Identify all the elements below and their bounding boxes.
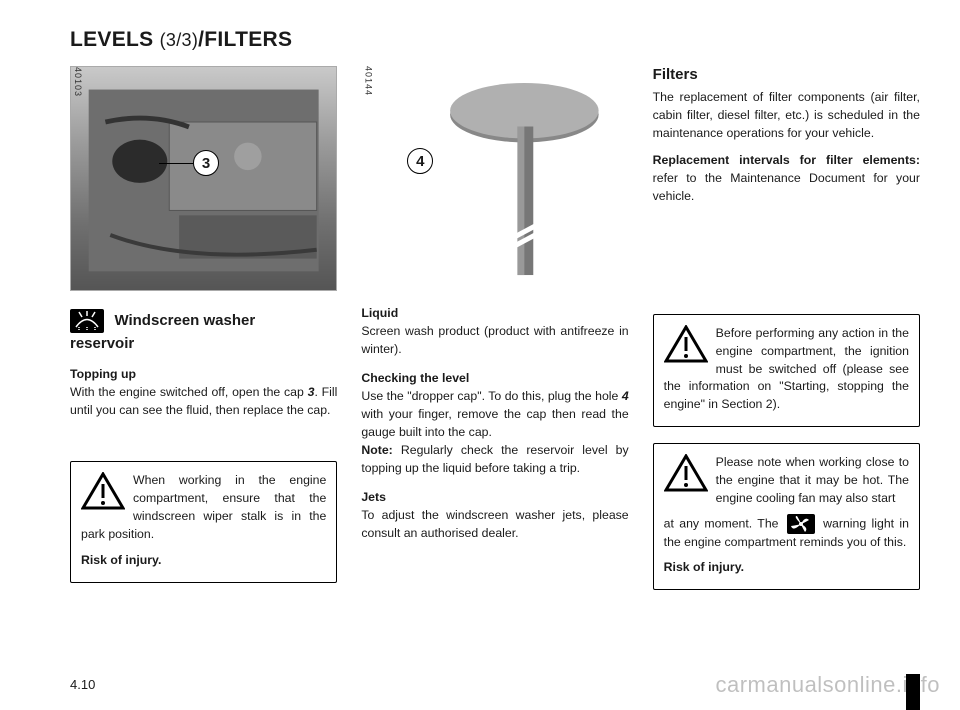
- liquid-body: Screen wash product (product with antifr…: [361, 323, 628, 359]
- callout-3: 3: [193, 150, 219, 176]
- engine-illustration: [71, 67, 336, 290]
- filters-body1: The replacement of filter components (ai…: [653, 89, 920, 142]
- jets-section: Jets To adjust the windscreen washer jet…: [361, 489, 628, 542]
- topping-head: Topping up: [70, 366, 337, 384]
- reservoir-photo: 40144 4: [361, 66, 628, 291]
- columns: 40103 3: [70, 66, 920, 710]
- washer-section-head: Windscreen washer reservoir: [70, 309, 337, 358]
- photo-code: 40103: [73, 67, 83, 97]
- warn2-body-a: Please note when working close to the en…: [716, 455, 909, 505]
- checking-section: Checking the level Use the "dropper cap"…: [361, 370, 628, 477]
- warn2-risk: Risk of injury.: [664, 559, 909, 577]
- checking-note: Note: Regularly check the reservoir leve…: [361, 442, 628, 478]
- windscreen-washer-icon: [70, 309, 104, 333]
- checking-head: Checking the level: [361, 370, 628, 388]
- column-3: Filters The replacement of filter compon…: [653, 66, 920, 710]
- title-main: LEVELS: [70, 28, 160, 51]
- filters-head: Filters: [653, 66, 920, 83]
- section-heading-b: reservoir: [70, 335, 337, 352]
- column-2: 40144 4 Liquid Screen wash prod: [361, 66, 628, 710]
- section-heading-a: Windscreen washer: [114, 312, 255, 329]
- warning-triangle-icon: [664, 325, 708, 363]
- title-sub: (3/3): [160, 30, 199, 50]
- topping-body: With the engine switched off, open the c…: [70, 384, 337, 420]
- fan-icon: [787, 514, 815, 534]
- filters-body2: Replacement intervals for filter element…: [653, 152, 920, 205]
- side-tab-marker: [906, 674, 920, 710]
- warn2-body-b-line: at any moment. The warning light in the …: [664, 514, 909, 552]
- warning-triangle-icon: [81, 472, 125, 510]
- warning-ignition-off: Before performing any action in the engi…: [653, 314, 920, 427]
- jets-head: Jets: [361, 489, 628, 507]
- photo-code-2: 40144: [363, 66, 373, 96]
- warning-triangle-icon: [664, 454, 708, 492]
- page-number: 4.10: [70, 677, 95, 692]
- jets-body: To adjust the windscreen washer jets, pl…: [361, 507, 628, 543]
- liquid-head: Liquid: [361, 305, 628, 323]
- callout-leader: [159, 163, 193, 164]
- checking-body: Use the "dropper cap". To do this, plug …: [361, 388, 628, 441]
- page-title: LEVELS (3/3)/FILTERS: [70, 28, 920, 52]
- topping-up: Topping up With the engine switched off,…: [70, 366, 337, 419]
- warn-risk: Risk of injury.: [81, 552, 326, 570]
- warning-hot-engine: Please note when working close to the en…: [653, 443, 920, 590]
- title-tail: /FILTERS: [198, 28, 292, 51]
- column-1: 40103 3: [70, 66, 337, 710]
- liquid-section: Liquid Screen wash product (product with…: [361, 305, 628, 358]
- engine-photo: 40103 3: [70, 66, 337, 291]
- warning-wiper-stalk: When working in the engine compartment, …: [70, 461, 337, 582]
- dropper-cap-illustration: [361, 66, 628, 291]
- manual-page: LEVELS (3/3)/FILTERS 40103 3: [0, 0, 960, 710]
